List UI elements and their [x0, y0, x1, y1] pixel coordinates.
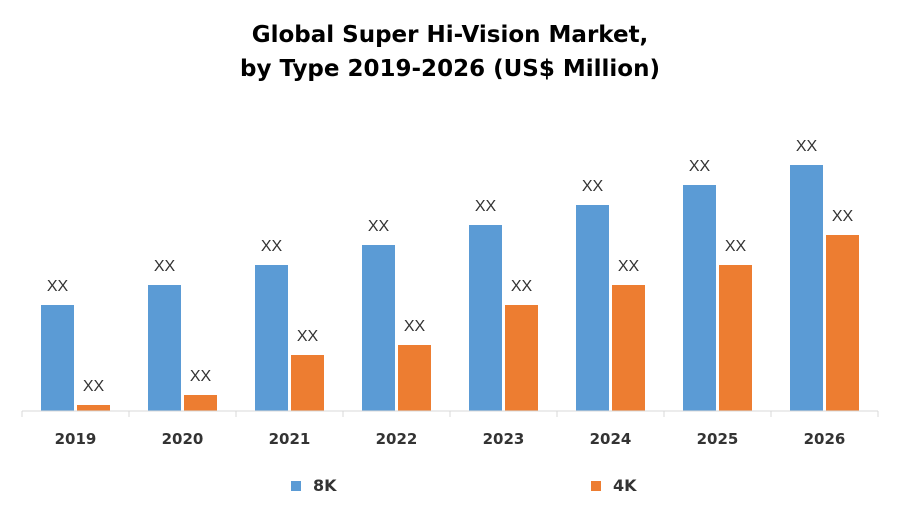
x-tick-label-2019: 2019 — [55, 430, 97, 448]
bar-8k-2023 — [469, 225, 502, 411]
data-label-8k-2022: XX — [368, 218, 390, 235]
x-tick-label-2023: 2023 — [483, 430, 525, 448]
chart-legend: 8K 4K — [0, 476, 900, 496]
x-tick-label-2026: 2026 — [804, 430, 846, 448]
bar-8k-2021 — [255, 265, 288, 411]
data-label-8k-2026: XX — [796, 138, 818, 155]
data-label-4k-2025: XX — [725, 238, 747, 255]
legend-swatch-8k — [291, 480, 301, 491]
bar-8k-2020 — [148, 285, 181, 411]
bar-4k-2021 — [291, 355, 324, 411]
bar-4k-2024 — [612, 285, 645, 411]
chart-title: Global Super Hi-Vision Market, by Type 2… — [0, 18, 900, 86]
x-tick-label-2020: 2020 — [162, 430, 204, 448]
bar-8k-2026 — [790, 165, 823, 411]
data-label-4k-2019: XX — [83, 378, 105, 395]
data-label-4k-2022: XX — [404, 318, 426, 335]
data-label-8k-2023: XX — [475, 198, 497, 215]
data-label-4k-2020: XX — [190, 368, 212, 385]
data-label-4k-2024: XX — [618, 258, 640, 275]
legend-label-8k: 8K — [313, 476, 337, 495]
data-label-8k-2020: XX — [154, 258, 176, 275]
chart-title-line1: Global Super Hi-Vision Market, — [251, 22, 649, 48]
x-tick-label-2022: 2022 — [376, 430, 418, 448]
data-label-8k-2021: XX — [261, 238, 283, 255]
legend-item-8k[interactable]: 8K — [291, 476, 337, 495]
data-label-4k-2023: XX — [511, 278, 533, 295]
legend-item-4k[interactable]: 4K — [591, 476, 637, 495]
bar-4k-2023 — [505, 305, 538, 411]
bar-8k-2019 — [41, 305, 74, 411]
data-label-8k-2025: XX — [689, 158, 711, 175]
bar-8k-2025 — [683, 185, 716, 411]
x-tick-label-2021: 2021 — [269, 430, 311, 448]
x-tick-label-2025: 2025 — [697, 430, 739, 448]
data-label-8k-2024: XX — [582, 178, 604, 195]
bar-4k-2025 — [719, 265, 752, 411]
chart-title-line2: by Type 2019-2026 (US$ Million) — [240, 56, 660, 82]
data-label-4k-2021: XX — [297, 328, 319, 345]
bar-4k-2019 — [77, 405, 110, 411]
x-tick-label-2024: 2024 — [590, 430, 632, 448]
legend-label-4k: 4K — [613, 476, 637, 495]
bar-4k-2022 — [398, 345, 431, 411]
bar-8k-2022 — [362, 245, 395, 411]
bar-4k-2026 — [826, 235, 859, 411]
legend-swatch-4k — [591, 480, 601, 491]
data-label-8k-2019: XX — [47, 278, 69, 295]
data-label-4k-2026: XX — [832, 208, 854, 225]
bar-4k-2020 — [184, 395, 217, 411]
bar-8k-2024 — [576, 205, 609, 411]
